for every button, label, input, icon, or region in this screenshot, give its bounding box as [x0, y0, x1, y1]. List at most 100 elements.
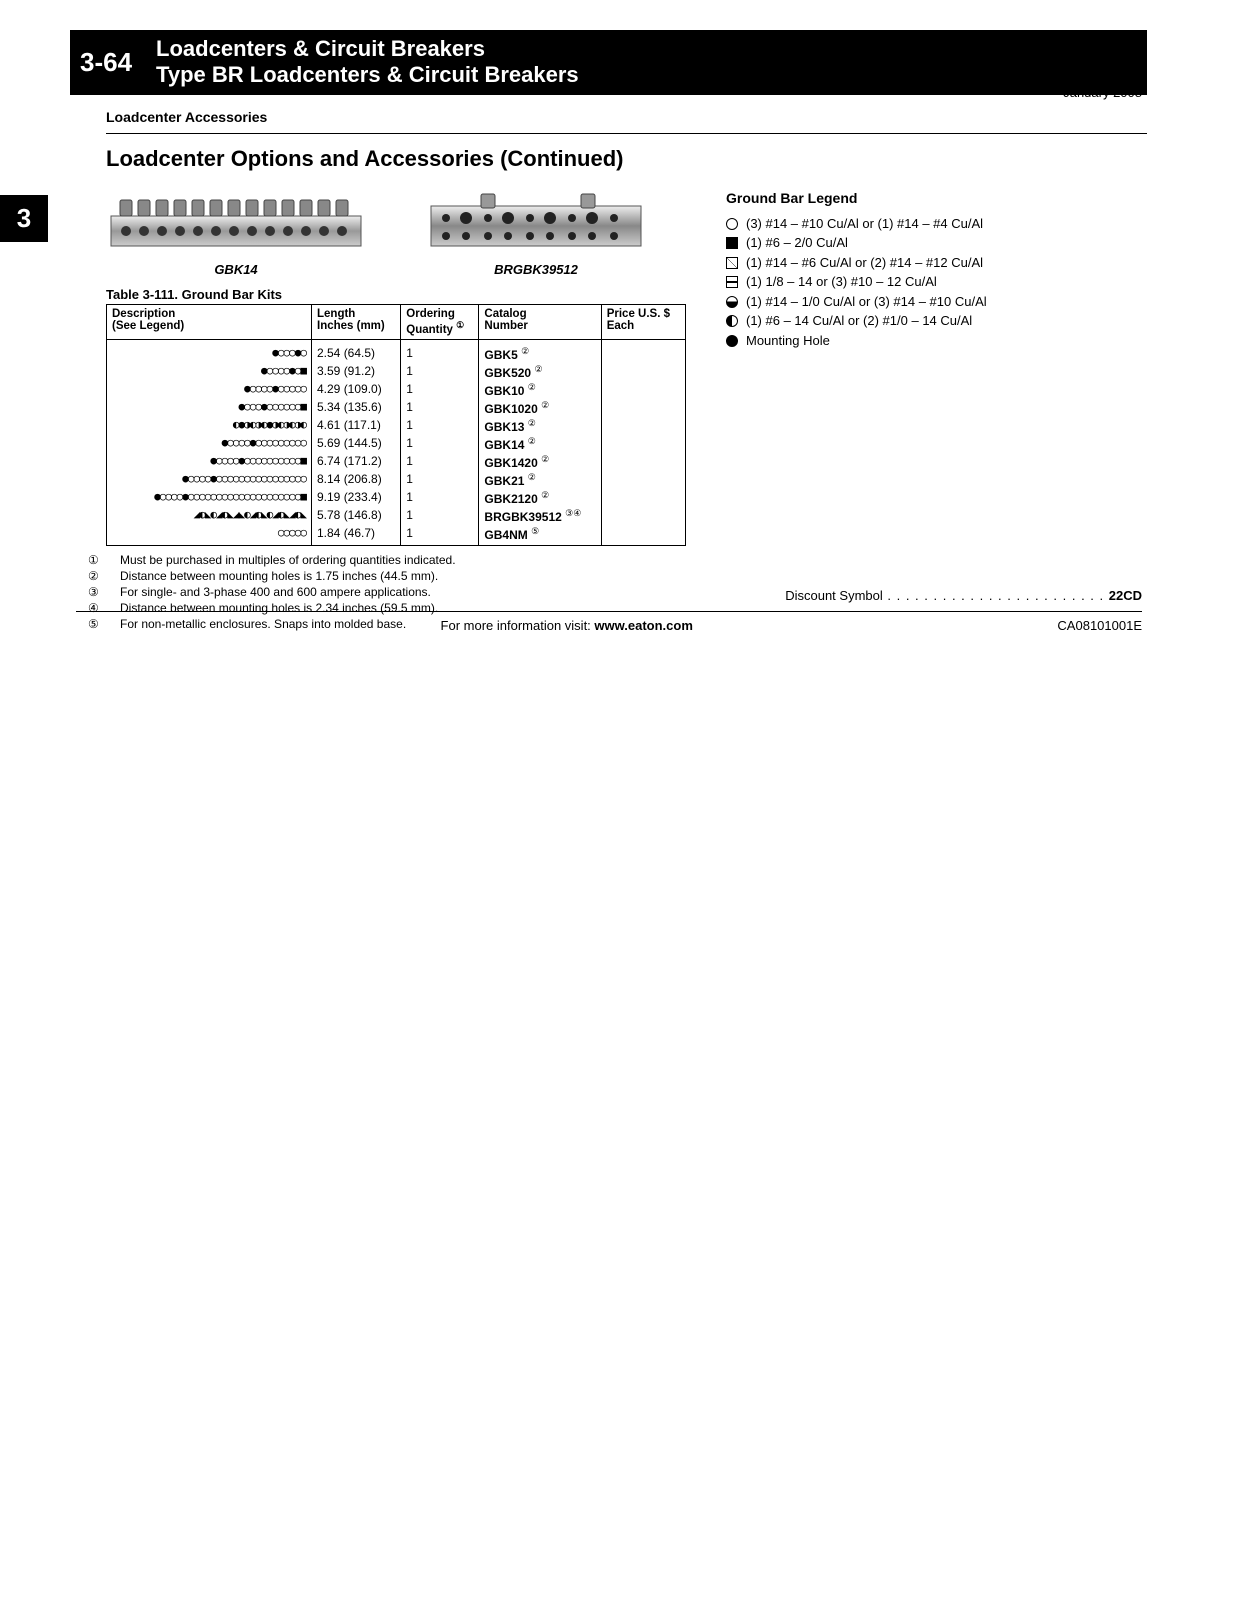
th-price-sub: Each [607, 320, 635, 332]
cell-qty: 1 [401, 507, 479, 525]
th-price: Price U.S. $ [607, 308, 670, 320]
footnote-1: Must be purchased in multiples of orderi… [120, 553, 456, 567]
legend-text-3: (1) #14 – #6 Cu/Al or (2) #14 – #12 Cu/A… [746, 253, 983, 273]
discount-code: 22CD [1109, 588, 1142, 603]
header-title-1: Loadcenters & Circuit Breakers [156, 36, 579, 62]
image-caption-1: GBK14 [106, 262, 366, 277]
cell-description: ◐●◑◐◑◐●◑◐◑◐◑◐ [107, 417, 312, 435]
cell-length: 4.29 (109.0) [312, 381, 401, 399]
legend-text-4: (1) 1/8 – 14 or (3) #10 – 12 Cu/Al [746, 272, 937, 292]
cell-price [601, 363, 685, 381]
cell-price [601, 471, 685, 489]
cell-catalog: GBK1020 ② [479, 399, 601, 417]
legend-symbol-circle-half [726, 315, 738, 327]
page-header: 3-64 Loadcenters & Circuit Breakers Type… [70, 30, 1147, 95]
cell-catalog: GBK21 ② [479, 471, 601, 489]
legend-text-7: Mounting Hole [746, 331, 830, 351]
th-catalog-sub: Number [484, 320, 527, 332]
cell-qty: 1 [401, 363, 479, 381]
discount-label: Discount Symbol [785, 588, 1109, 603]
th-quantity-sub: Quantity [406, 324, 456, 336]
cell-length: 8.14 (206.8) [312, 471, 401, 489]
cell-catalog: GBK520 ② [479, 363, 601, 381]
th-catalog: Catalog [484, 308, 526, 320]
publication-date: January 2008 [1063, 85, 1142, 100]
legend-title: Ground Bar Legend [726, 190, 1147, 206]
cell-catalog: GBK5 ② [479, 339, 601, 363]
cell-price [601, 417, 685, 435]
cell-qty: 1 [401, 399, 479, 417]
divider-line [106, 133, 1147, 134]
cell-price [601, 525, 685, 546]
page-number: 3-64 [80, 47, 132, 78]
cell-length: 9.19 (233.4) [312, 489, 401, 507]
cell-length: 2.54 (64.5) [312, 339, 401, 363]
cell-description: ●○○○○●○○○○○ [107, 381, 312, 399]
cell-length: 1.84 (46.7) [312, 525, 401, 546]
brand-logo: E•T•N [1051, 35, 1142, 69]
legend-symbol-square-stripe [726, 276, 738, 288]
cell-catalog: GBK2120 ② [479, 489, 601, 507]
cell-price [601, 489, 685, 507]
cell-description: ◢◐◣◐◢◐◣◢◣◐◢◐◣◐◢◐◣◢◐◣ [107, 507, 312, 525]
table-row: ●○○○○●○○○○○○○○○○■6.74 (171.2)1GBK1420 ② [107, 453, 686, 471]
image-caption-2: BRGBK39512 [426, 262, 646, 277]
cell-qty: 1 [401, 417, 479, 435]
th-description-sub: (See Legend) [112, 320, 184, 332]
th-quantity: Ordering [406, 308, 455, 320]
cell-description: ●○○○○●○■ [107, 363, 312, 381]
legend-text-2: (1) #6 – 2/0 Cu/Al [746, 233, 848, 253]
th-length-sub: Inches (mm) [317, 320, 385, 332]
legend-symbol-circle-open [726, 218, 738, 230]
table-caption: Table 3-111. Ground Bar Kits [106, 287, 686, 302]
cell-qty: 1 [401, 453, 479, 471]
legend-text-6: (1) #6 – 14 Cu/Al or (2) #1/0 – 14 Cu/Al [746, 311, 972, 331]
table-row: ◐●◑◐◑◐●◑◐◑◐◑◐4.61 (117.1)1GBK13 ② [107, 417, 686, 435]
cell-qty: 1 [401, 435, 479, 453]
legend-symbol-square-solid [726, 237, 738, 249]
cell-description: ●○○○○●○○○○○○○○○ [107, 435, 312, 453]
legend-symbol-circle-stripe [726, 296, 738, 308]
th-description: Description [112, 308, 175, 320]
legend-symbol-square-diag [726, 257, 738, 269]
ground-bar-kits-table: Description (See Legend) Length Inches (… [106, 304, 686, 546]
cell-qty: 1 [401, 381, 479, 399]
cell-description: ●○○○●○ [107, 339, 312, 363]
discount-line: Discount Symbol 22CD [76, 588, 1142, 603]
cell-qty: 1 [401, 525, 479, 546]
product-image-gbk14: GBK14 [106, 186, 366, 277]
table-row: ●○○○●○2.54 (64.5)1GBK5 ② [107, 339, 686, 363]
table-row: ●○○○○●○○○○○○○○○5.69 (144.5)1GBK14 ② [107, 435, 686, 453]
th-length: Length [317, 308, 355, 320]
table-row: ◢◐◣◐◢◐◣◢◣◐◢◐◣◐◢◐◣◢◐◣5.78 (146.8)1BRGBK39… [107, 507, 686, 525]
cell-length: 3.59 (91.2) [312, 363, 401, 381]
cell-description: ●○○○○●○○○○○○○○○○○○○○○○○○○○■ [107, 489, 312, 507]
cell-description: ○○○○○ [107, 525, 312, 546]
footer-doc-id: CA08101001E [1057, 618, 1142, 633]
legend-list: (3) #14 – #10 Cu/Al or (1) #14 – #4 Cu/A… [726, 214, 1147, 351]
table-row: ●○○○○●○○○○○○○○○○○○○○○○○○○○■9.19 (233.4)1… [107, 489, 686, 507]
table-row: ●○○○○●○■3.59 (91.2)1GBK520 ② [107, 363, 686, 381]
footnote-2: Distance between mounting holes is 1.75 … [120, 569, 438, 583]
sub-header: Loadcenter Accessories [106, 109, 1147, 125]
cell-catalog: GBK10 ② [479, 381, 601, 399]
cell-price [601, 339, 685, 363]
cell-catalog: GBK14 ② [479, 435, 601, 453]
cell-catalog: GBK13 ② [479, 417, 601, 435]
cell-price [601, 381, 685, 399]
table-row: ●○○○○●○○○○○4.29 (109.0)1GBK10 ② [107, 381, 686, 399]
cell-catalog: GBK1420 ② [479, 453, 601, 471]
cell-length: 5.69 (144.5) [312, 435, 401, 453]
product-image-brgbk39512: BRGBK39512 [426, 186, 646, 277]
cell-description: ●○○○○●○○○○○○○○○○■ [107, 453, 312, 471]
cell-catalog: BRGBK39512 ③④ [479, 507, 601, 525]
legend-text-5: (1) #14 – 1/0 Cu/Al or (3) #14 – #10 Cu/… [746, 292, 987, 312]
header-title-2: Type BR Loadcenters & Circuit Breakers [156, 62, 579, 88]
chapter-tab: 3 [0, 195, 48, 242]
section-title: Loadcenter Options and Accessories (Cont… [106, 146, 1147, 172]
cell-qty: 1 [401, 471, 479, 489]
footer-center-text: For more information visit: [441, 618, 595, 633]
cell-length: 5.34 (135.6) [312, 399, 401, 417]
cell-description: ●○○○○●○○○○○○○○○○○○○○○○ [107, 471, 312, 489]
cell-price [601, 399, 685, 417]
